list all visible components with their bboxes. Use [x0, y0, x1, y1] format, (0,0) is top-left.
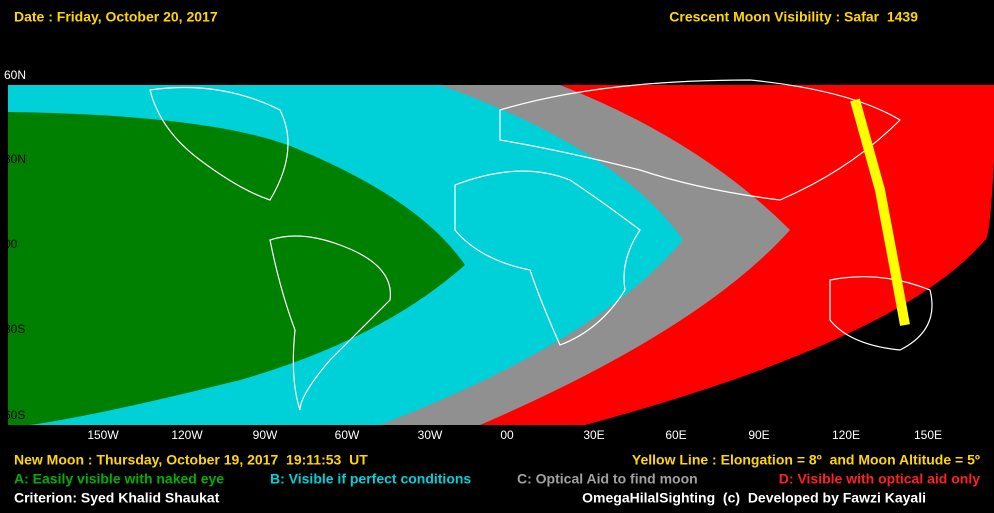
- legend-b: B: Visible if perfect conditions: [270, 471, 471, 487]
- lat-label: 30N: [4, 152, 26, 166]
- lon-label: 00: [500, 428, 514, 442]
- lon-label: 120W: [171, 428, 203, 442]
- lon-label: 60W: [335, 428, 360, 442]
- criterion: Criterion: Syed Khalid Shaukat: [14, 490, 220, 506]
- lon-labels: 150W 120W 90W 60W 30W 00 30E 60E 90E 120E 150E: [87, 428, 942, 442]
- legend-d: D: Visible with optical aid only: [779, 471, 980, 487]
- north-america: [149, 86, 289, 201]
- lon-label: 30E: [583, 428, 604, 442]
- legend-c: C: Optical Aid to find moon: [517, 471, 698, 487]
- legend-a: A: Easily visible with naked eye: [14, 471, 224, 487]
- lat-label: 60N: [4, 68, 26, 82]
- coastlines: [149, 79, 933, 411]
- lon-label: 150W: [87, 428, 119, 442]
- yellow-line-note: Yellow Line : Elongation = 8º and Moon A…: [632, 452, 980, 468]
- lat-label: 30S: [4, 322, 25, 336]
- lat-label: 00: [4, 237, 18, 251]
- eurasia: [499, 79, 901, 201]
- lon-label: 90E: [748, 428, 769, 442]
- new-moon: New Moon : Thursday, October 19, 2017 19…: [14, 452, 368, 468]
- map-edge: [0, 85, 8, 425]
- date: Date : Friday, October 20, 2017: [14, 9, 218, 25]
- australia: [829, 276, 933, 351]
- africa: [454, 170, 641, 346]
- lat-label: 60S: [4, 408, 25, 422]
- lon-label: 60E: [665, 428, 686, 442]
- lon-label: 150E: [914, 428, 942, 442]
- credit: OmegaHilalSighting (c) Developed by Fawz…: [582, 490, 926, 506]
- lon-label: 30W: [418, 428, 443, 442]
- lon-label: 120E: [832, 428, 860, 442]
- south-america: [269, 235, 391, 411]
- yellow-line: [850, 98, 910, 326]
- title: Crescent Moon Visibility : Safar 1439: [669, 9, 918, 25]
- zone-a: [8, 112, 465, 425]
- lon-label: 90W: [253, 428, 278, 442]
